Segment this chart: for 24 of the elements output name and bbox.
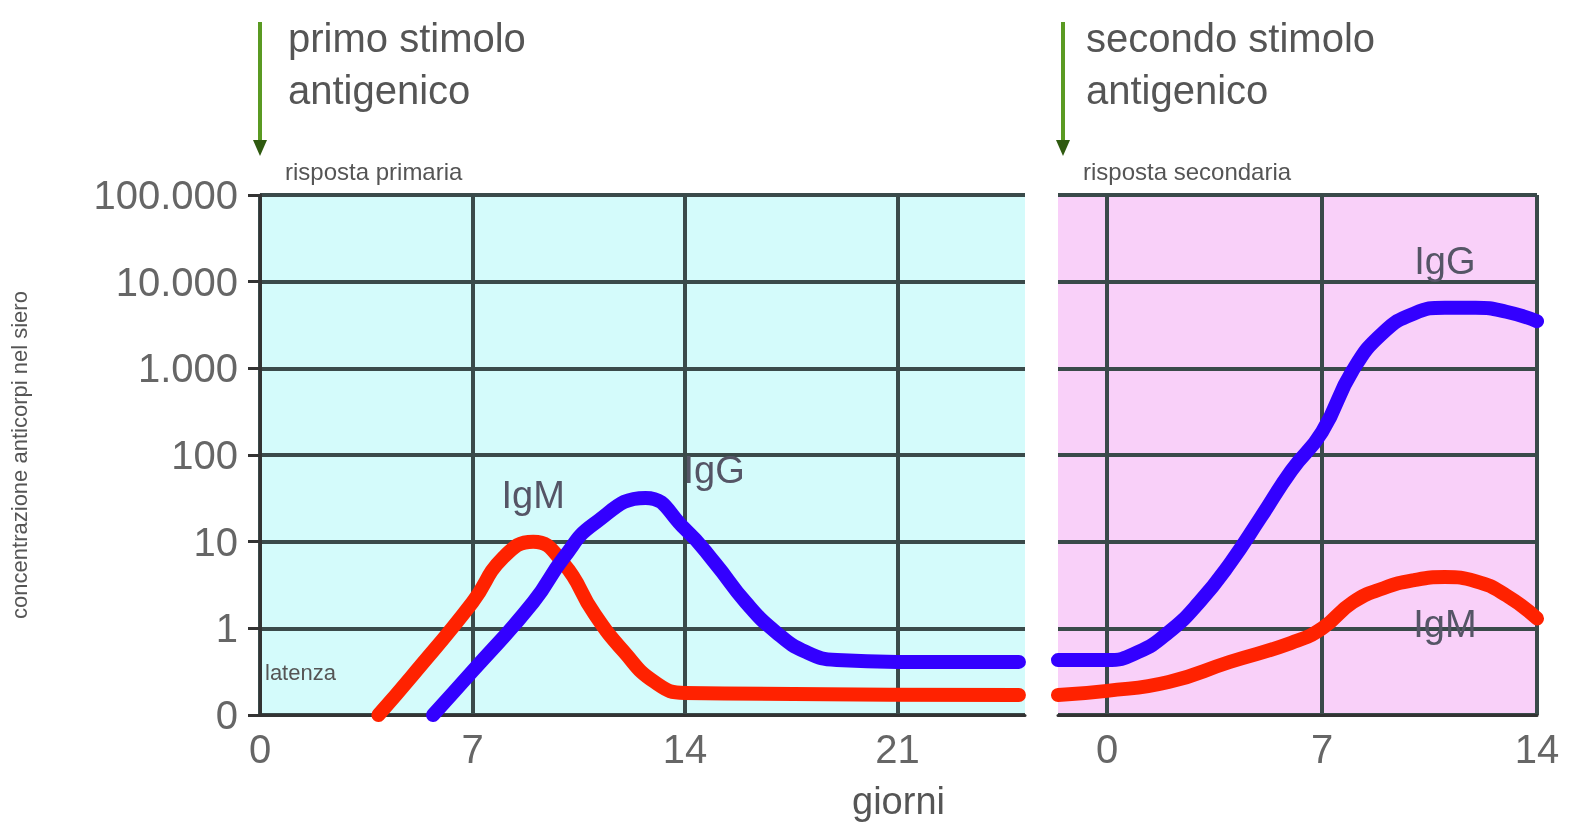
x-tick-label: 7 [1310,727,1334,771]
series-label: IgG [683,448,745,491]
y-axis-title: concentrazione anticorpi nel siero [6,291,32,619]
text: risposta secondaria [1083,158,1293,186]
y-tick-label: 1.000 [137,346,238,391]
x-tick-label: 14 [1514,727,1560,771]
x-axis-title: giorni [851,780,946,823]
text: risposta primaria [285,158,464,186]
y-tick-label: 100.000 [93,173,238,217]
series-label: IgG [1414,239,1476,282]
series-label: IgM [501,473,565,516]
y-tick-label: 10.000 [115,259,238,304]
y-tick-label: 10 [193,519,238,564]
x-tick-label: 14 [662,727,708,771]
text: primo stimolo antigenico [288,15,527,114]
x-tick-label: 7 [461,727,484,771]
y-tick-label: 1 [215,606,238,651]
y-tick-label: 100 [171,433,238,477]
x-tick-label: 0 [1096,727,1119,771]
y-tick-label: 0 [215,693,238,737]
annotation: latenza [265,660,337,686]
text: secondo stimolo antigenico [1086,15,1377,114]
x-tick-label: 21 [875,727,920,771]
x-tick-label: 0 [248,727,272,771]
